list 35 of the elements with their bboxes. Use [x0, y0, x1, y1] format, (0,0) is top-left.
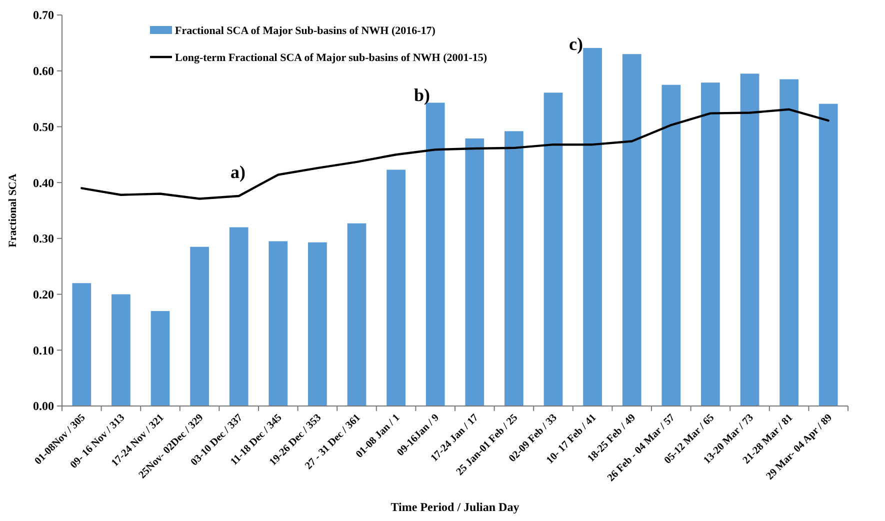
bar [740, 74, 760, 406]
y-tick-label: 0.30 [33, 232, 54, 246]
bar [386, 170, 406, 406]
bar [150, 311, 170, 406]
bar [504, 131, 524, 406]
legend-label: Long-term Fractional SCA of Major sub-basins of NWH (2001-15) [175, 52, 488, 64]
y-tick-label: 0.50 [33, 120, 54, 134]
bar [622, 54, 642, 406]
y-tick-label: 0.40 [33, 176, 54, 190]
y-axis-title: Fractional SCA [7, 174, 19, 248]
annotation: a) [230, 162, 246, 182]
y-tick-label: 0.00 [33, 399, 54, 414]
x-axis-title: Time Period / Julian Day [390, 500, 520, 514]
y-tick-label: 0.20 [33, 287, 54, 302]
bar [780, 79, 798, 406]
y-tick-label: 0.10 [33, 343, 54, 358]
bar [308, 242, 327, 406]
y-tick-label: 0.60 [33, 64, 54, 78]
bar [72, 283, 92, 406]
annotation: c) [569, 34, 583, 54]
bar [544, 92, 563, 406]
bar [229, 227, 248, 406]
line-series [80, 108, 830, 200]
legend-label: Fractional SCA of Major Sub-basins of NWH (2016-17) [175, 24, 436, 37]
bar [347, 223, 366, 406]
bar [268, 241, 288, 406]
annotation: b) [414, 85, 430, 105]
bar [662, 84, 681, 406]
y-tick-label: 0.70 [33, 8, 54, 22]
bar [701, 82, 720, 406]
bar [583, 48, 602, 406]
bar [190, 246, 209, 406]
bar [112, 294, 130, 406]
bar [818, 104, 838, 406]
bar [465, 138, 484, 406]
